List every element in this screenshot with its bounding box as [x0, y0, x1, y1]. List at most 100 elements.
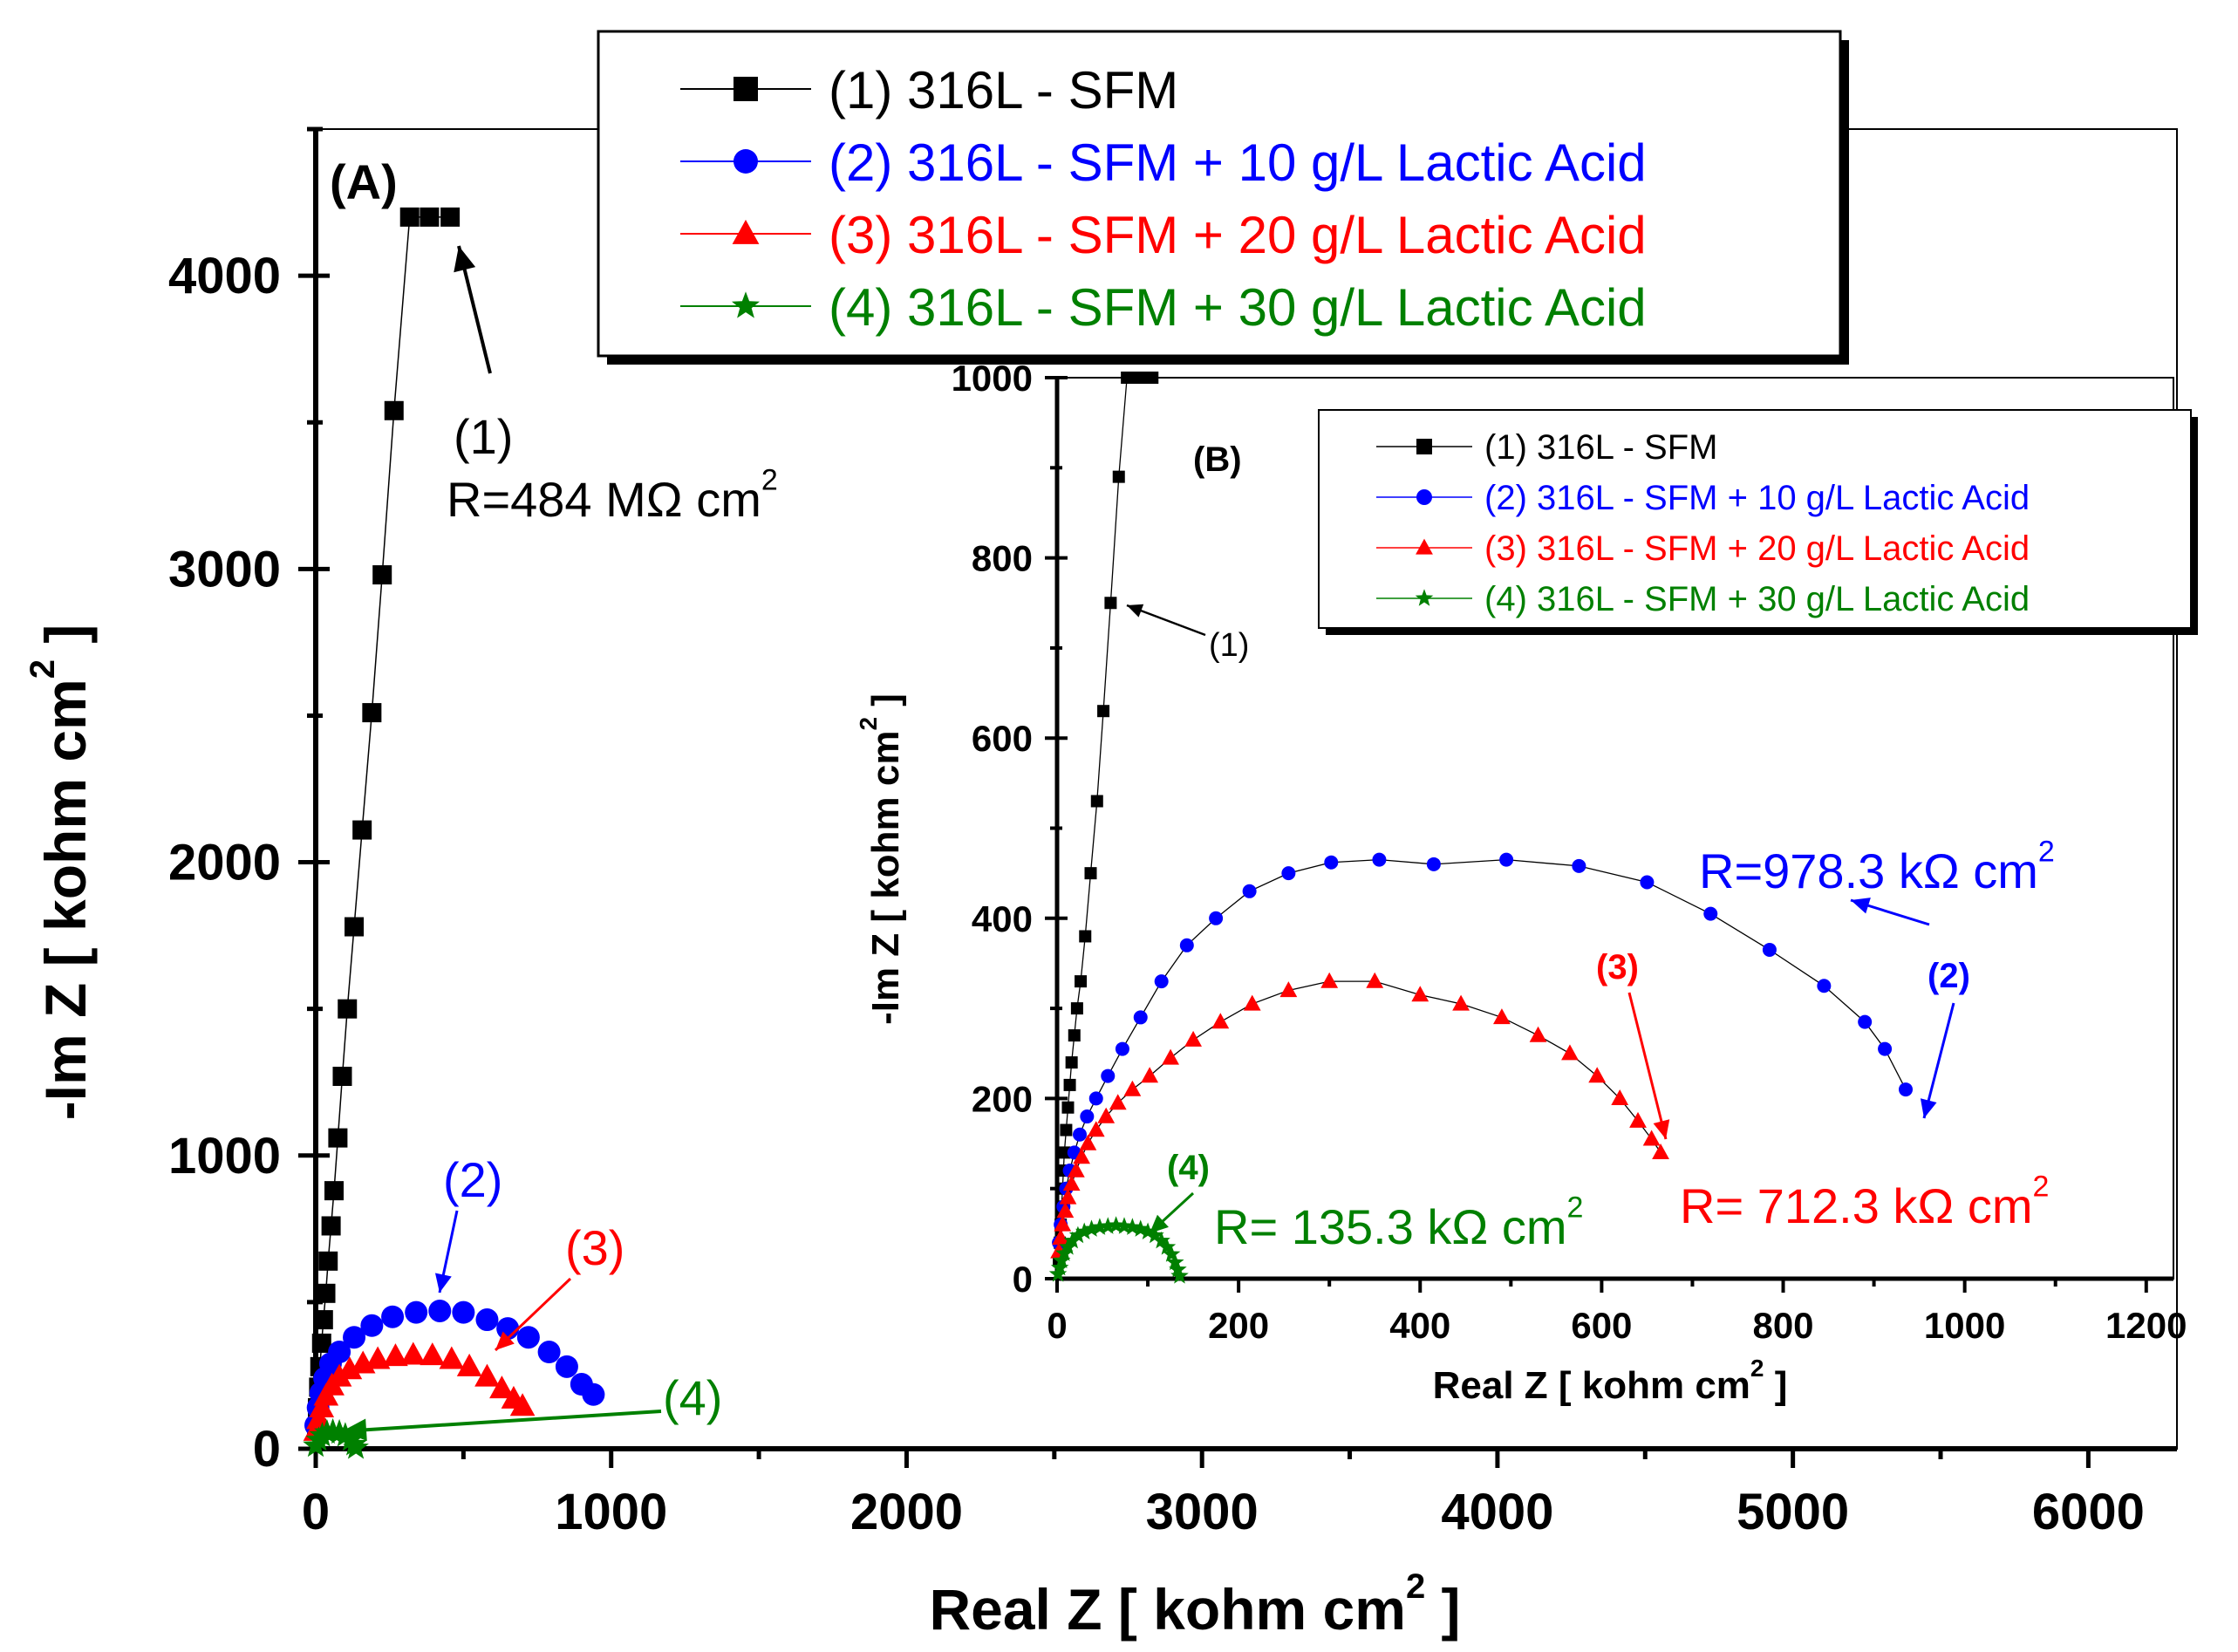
panel-a-y-tick-label: 3000 [168, 541, 281, 597]
panel-b-point-series-4 [1162, 1245, 1181, 1262]
panel-b-point-series-4 [1138, 1222, 1157, 1239]
panel-b-legend-marker [1416, 538, 1433, 555]
panel-b-point-series-3 [1052, 1229, 1070, 1246]
panel-a-annotation-1: (1) [454, 409, 513, 464]
panel-b-x-tick-label: 400 [1389, 1305, 1450, 1346]
panel-a-annotation-1-r: R=484 MΩ cm2 [447, 463, 778, 527]
panel-b-point-series-3 [1162, 1048, 1179, 1065]
panel-b-point-series-1 [1112, 470, 1125, 483]
panel-b-point-series-4 [1052, 1251, 1071, 1269]
panel-a-point-series-2 [428, 1299, 452, 1322]
panel-b-point-series-3 [1279, 981, 1298, 998]
panel-b-point-series-2 [1899, 1082, 1914, 1097]
panel-a-annotation-4: (4) [663, 1370, 722, 1425]
panel-b-legend-item-3: (3) 316L - SFM + 20 g/L Lactic Acid [1376, 529, 2030, 568]
panel-a-point-series-2 [405, 1300, 428, 1324]
panel-a-legend-item-2: (2) 316L - SFM + 10 g/L Lactic Acid [680, 133, 1647, 192]
panel-b-point-series-3 [1611, 1089, 1629, 1106]
panel-b-arrow-2 [1920, 1002, 1955, 1119]
panel-b-y-tick-label: 600 [972, 718, 1033, 759]
panel-a-plot: 0 1000 2000 3000 4000 5000 6000010002000300040… [24, 126, 2178, 1642]
panel-b-y-tick-label: 1000 [952, 358, 1033, 399]
panel-a-y-tick-label: 4000 [168, 248, 281, 304]
panel-a-legend-label: (3) 316L - SFM + 20 g/L Lactic Acid [829, 206, 1647, 264]
panel-b-point-series-4 [1107, 1216, 1125, 1233]
panel-b-point-series-2 [1073, 1127, 1088, 1142]
panel-a-point-series-3 [326, 1363, 352, 1387]
panel-b-point-series-2 [1088, 1091, 1103, 1106]
panel-a-x-axis-title: Real Z [ kohm cm2 ] [929, 1567, 1460, 1642]
panel-b-arrow-3 [1627, 992, 1670, 1140]
panel-b-point-series-1 [1079, 930, 1092, 943]
panel-b-y-tick-label: 400 [972, 898, 1033, 939]
panel-b-point-series-1 [1058, 1146, 1071, 1159]
panel-b-y-tick-label: 200 [972, 1078, 1033, 1119]
panel-b-legend-marker [1416, 439, 1432, 454]
panel-b-point-series-3 [1411, 986, 1429, 1002]
panel-b-point-series-2 [1154, 974, 1169, 989]
panel-b-point-series-1 [1097, 705, 1110, 718]
panel-b-legend-label: (2) 316L - SFM + 10 g/L Lactic Acid [1484, 479, 2030, 517]
panel-b-point-series-3 [1059, 1188, 1077, 1205]
panel-b-x-tick-label: 800 [1752, 1305, 1813, 1346]
panel-b-point-series-2 [1858, 1014, 1873, 1029]
panel-a-series-4 [303, 1417, 369, 1459]
panel-a-point-series-3 [489, 1376, 515, 1399]
panel-b-point-series-3 [1141, 1067, 1159, 1083]
panel-a-point-series-3 [439, 1346, 465, 1369]
panel-b-point-series-3 [1079, 1134, 1097, 1150]
panel-b-point-series-4 [1169, 1259, 1187, 1278]
panel-b-point-series-3 [1452, 994, 1470, 1011]
panel-b-x-tick-label: 1000 [1924, 1305, 2005, 1346]
panel-a-point-series-1 [420, 207, 440, 227]
panel-b-point-series-1 [1084, 867, 1097, 880]
panel-b-point-series-4 [1115, 1217, 1134, 1234]
panel-b-point-series-4 [1090, 1218, 1109, 1235]
panel-b-point-series-3 [1123, 1080, 1142, 1096]
panel-a-point-series-3 [509, 1393, 536, 1416]
panel-b-point-series-2 [1817, 979, 1832, 993]
panel-a-legend-label: (4) 316L - SFM + 30 g/L Lactic Acid [829, 278, 1647, 337]
panel-b-point-series-1 [1065, 1056, 1078, 1069]
panel-b-series-3 [1050, 972, 1669, 1259]
panel-b-legend-item-2: (2) 316L - SFM + 10 g/L Lactic Acid [1376, 479, 2030, 517]
panel-b-point-series-3 [1243, 994, 1261, 1011]
panel-b-x-axis-title: Real Z [ kohm cm2 ] [1433, 1355, 1788, 1407]
panel-a-point-series-2 [343, 1326, 366, 1349]
panel-b-point-series-1 [1146, 372, 1159, 384]
panel-b-point-series-4 [1152, 1231, 1170, 1249]
panel-b-point-series-1 [1070, 1002, 1083, 1015]
panel-a-point-series-2 [516, 1326, 540, 1349]
panel-b-point-series-4 [1082, 1219, 1101, 1237]
panel-a-point-series-2 [555, 1355, 578, 1378]
panel-b-point-series-2 [1372, 852, 1387, 867]
panel-b-y-tick-label: 0 [1013, 1259, 1033, 1300]
panel-a-y-tick-label: 1000 [168, 1128, 281, 1184]
panel-a-x-tick-label: 4000 [1441, 1484, 1553, 1540]
panel-b-legend-marker [1415, 589, 1434, 606]
panel-a-legend-marker [732, 291, 760, 318]
panel-a-legend-marker [733, 77, 758, 101]
panel-a-label: (A) [330, 154, 398, 209]
panel-b-point-series-3 [1642, 1130, 1661, 1146]
panel-a-point-series-2 [537, 1341, 561, 1364]
panel-b-annotation-4: (4) [1167, 1149, 1210, 1187]
panel-b-point-series-4 [1075, 1222, 1094, 1239]
panel-a-point-series-3 [456, 1353, 482, 1376]
panel-a-point-series-1 [352, 820, 372, 840]
panel-b-point-series-4 [1068, 1225, 1088, 1244]
panel-b-point-series-1 [1104, 597, 1117, 610]
panel-b-point-series-4 [1099, 1217, 1117, 1234]
panel-a-point-series-3 [309, 1394, 335, 1417]
panel-a-arrow-2 [434, 1210, 459, 1294]
panel-b-y-axis-title: -Im Z [ kohm cm2 ] [855, 693, 907, 1025]
panel-b-annotation-2-r: R=978.3 kΩ cm2 [1699, 835, 2055, 898]
panel-a-point-series-1 [332, 1066, 352, 1086]
panel-b-legend-item-4: (4) 316L - SFM + 30 g/L Lactic Acid [1376, 580, 2030, 618]
panel-a-point-series-2 [328, 1341, 351, 1364]
panel-b-x-tick-label: 1200 [2105, 1305, 2187, 1346]
panel-b-point-series-2 [1426, 857, 1441, 871]
panel-b-point-series-2 [1242, 884, 1257, 898]
panel-b-arrow-4 [1148, 1191, 1195, 1235]
panel-a-point-series-1 [316, 1283, 336, 1303]
